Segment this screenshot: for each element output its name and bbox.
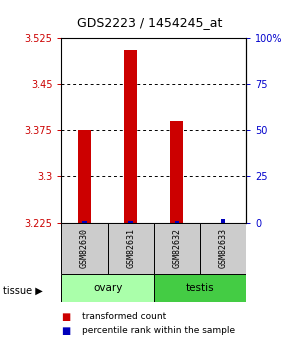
Bar bbox=[61, 274, 154, 302]
Text: ■: ■ bbox=[61, 312, 71, 322]
Bar bbox=[128, 221, 133, 223]
Bar bbox=[108, 223, 154, 274]
Bar bbox=[82, 221, 87, 223]
Bar bbox=[175, 221, 179, 223]
Bar bbox=[170, 121, 183, 223]
Bar bbox=[200, 223, 246, 274]
Text: ■: ■ bbox=[61, 326, 71, 335]
Bar bbox=[61, 223, 108, 274]
Text: GDS2223 / 1454245_at: GDS2223 / 1454245_at bbox=[77, 16, 223, 29]
Bar bbox=[220, 219, 225, 223]
Bar bbox=[154, 274, 246, 302]
Text: testis: testis bbox=[186, 283, 214, 293]
Text: GSM82631: GSM82631 bbox=[126, 228, 135, 268]
Text: tissue ▶: tissue ▶ bbox=[3, 286, 43, 295]
Text: transformed count: transformed count bbox=[82, 312, 167, 321]
Text: GSM82630: GSM82630 bbox=[80, 228, 89, 268]
Text: GSM82632: GSM82632 bbox=[172, 228, 181, 268]
Text: GSM82633: GSM82633 bbox=[218, 228, 227, 268]
Bar bbox=[124, 50, 137, 223]
Bar bbox=[154, 223, 200, 274]
Bar bbox=[78, 130, 91, 223]
Text: percentile rank within the sample: percentile rank within the sample bbox=[82, 326, 236, 335]
Text: ovary: ovary bbox=[93, 283, 122, 293]
